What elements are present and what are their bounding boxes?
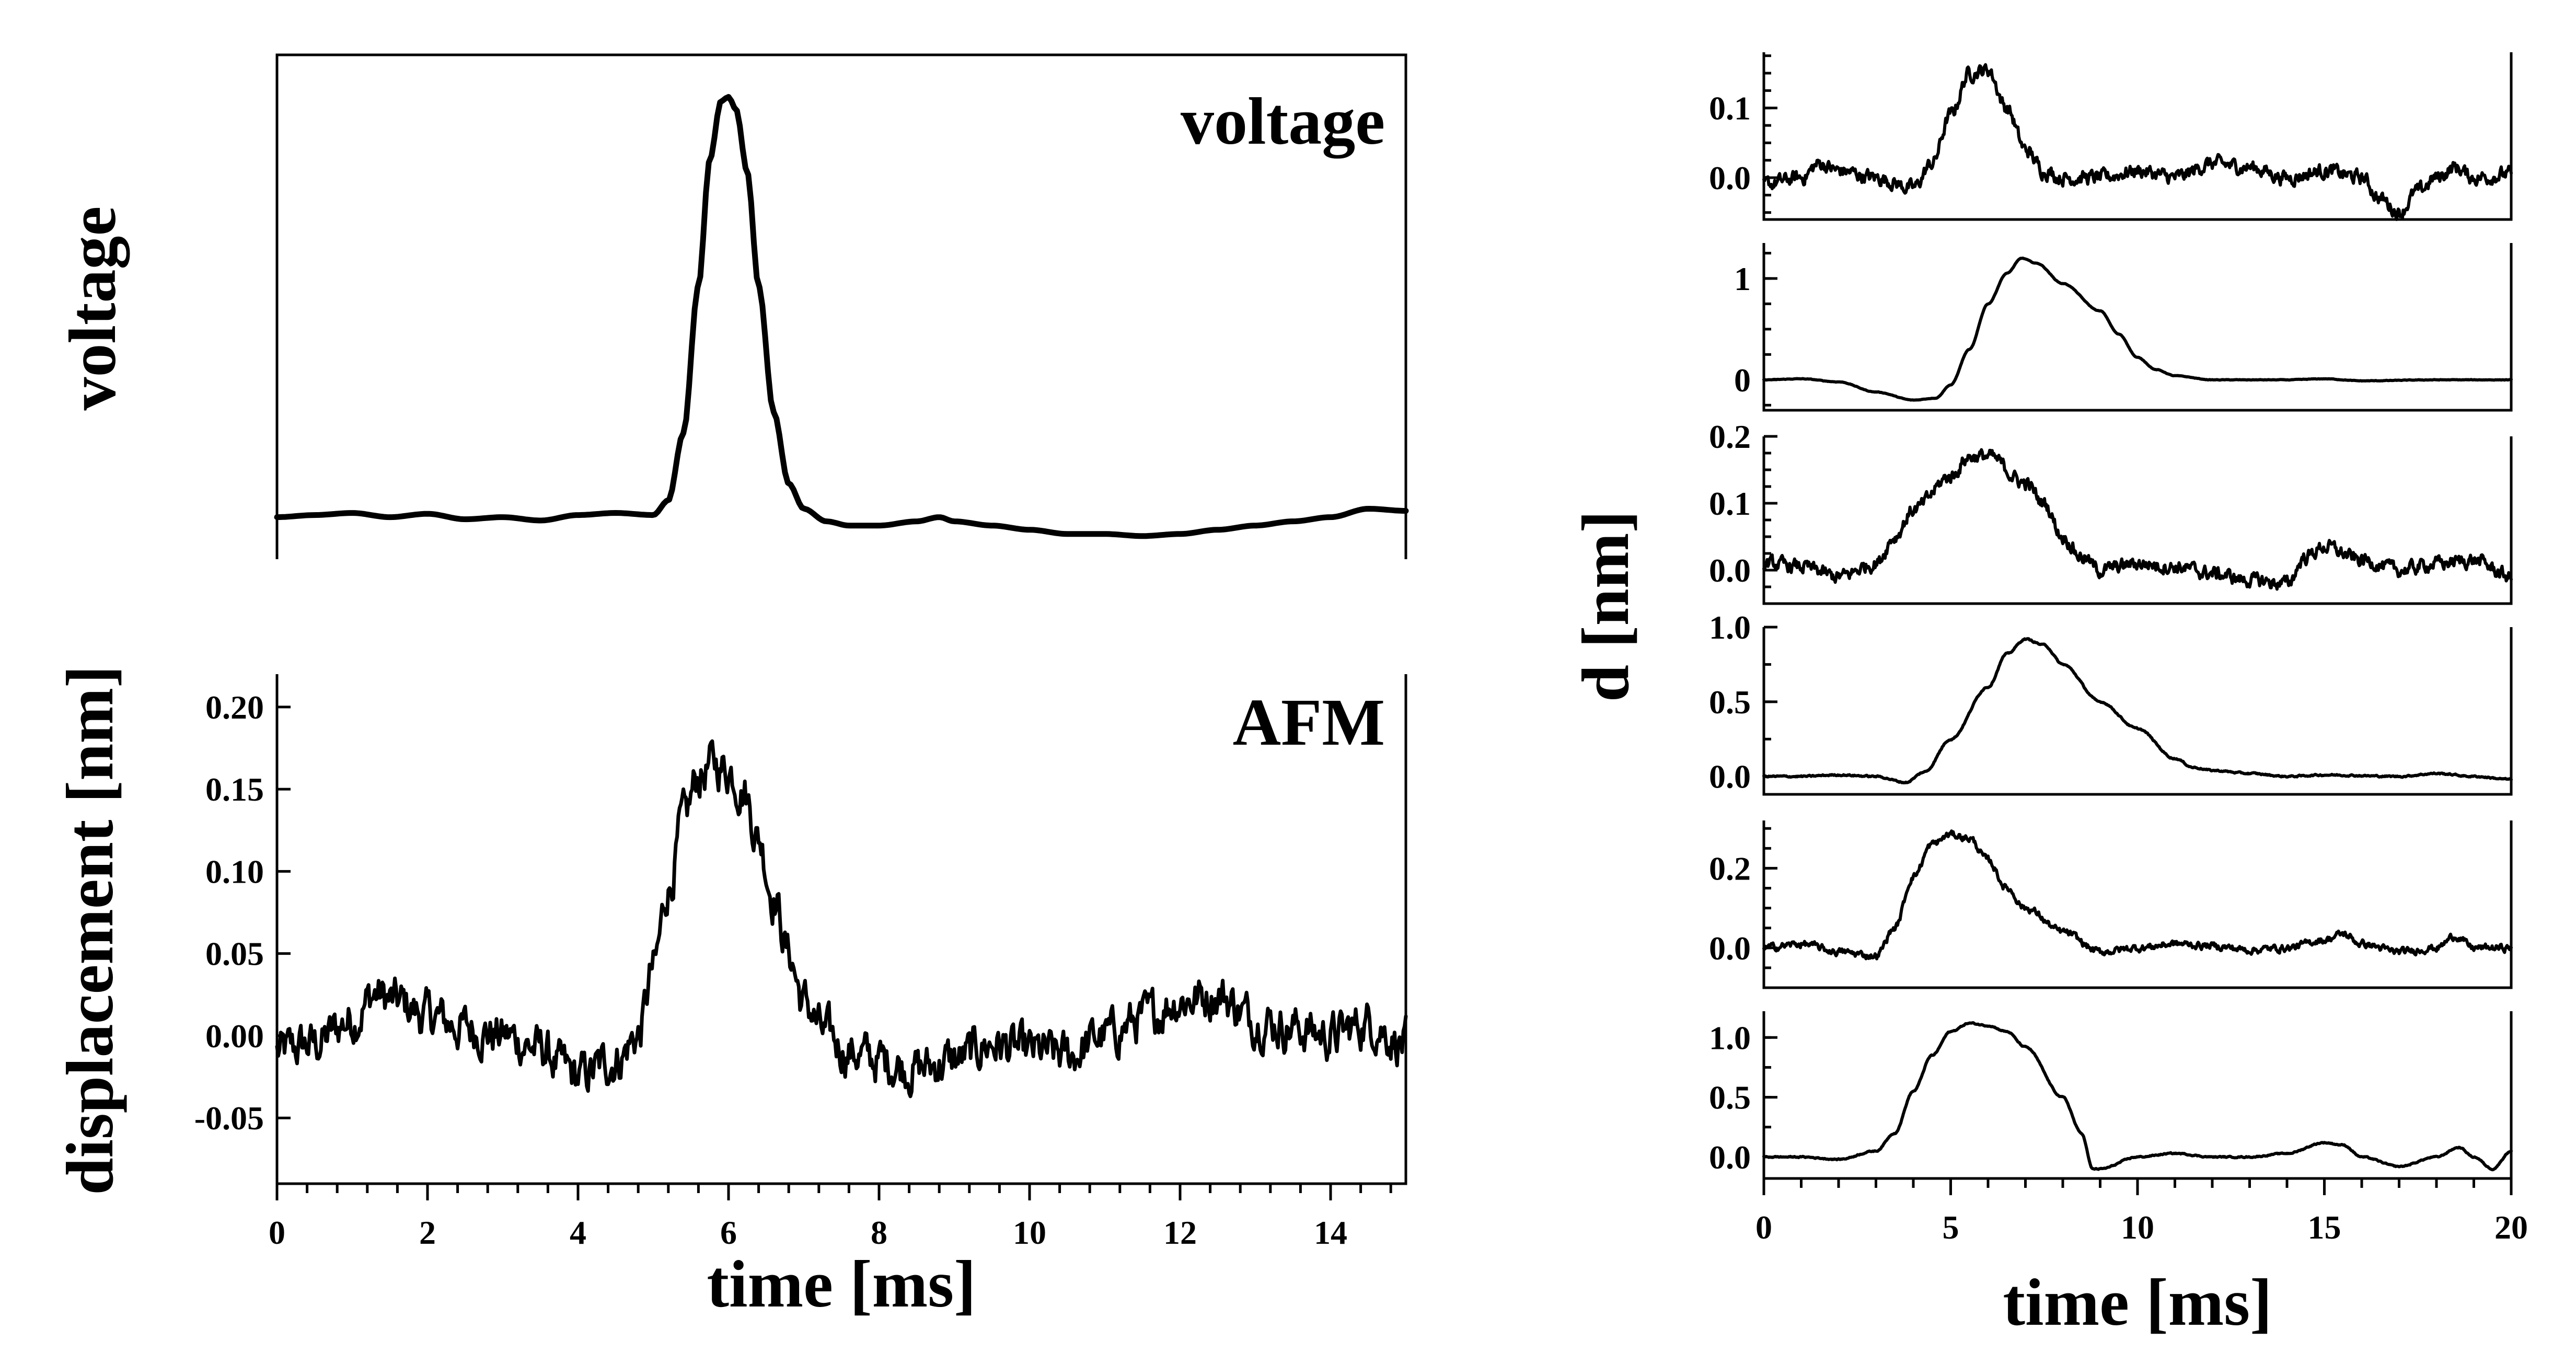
right-panel-4-y-tick-label: 1.0 [1709,609,1751,646]
afm-y-axis-title: displacement [nm] [53,665,127,1195]
right-chart-3-series-layer [1762,448,2513,591]
voltage-axes-frame [275,53,1407,559]
right-chart-1-series-layer [1762,63,2513,221]
right-panel-5-y-tick-label: 0.2 [1709,850,1751,887]
afm-panel-x-tick-label: 14 [1314,1214,1347,1251]
right-chart-1-frame [1762,52,2513,221]
right-panel-6-x-tick-label: 0 [1755,1209,1772,1246]
right-panel-4-series-d4 [1762,637,2513,784]
right-panel-4-y-tick-label: 0.0 [1709,758,1751,795]
right-chart-2-y-ticks: 01 [1734,251,1777,407]
afm-panel-y-tick-label: 0.05 [205,935,264,973]
right-chart-5-y-ticks: 0.0 0.2 [1709,827,1777,989]
right-x-axis-title: time [ms] [2003,1265,2272,1339]
right-chart-6-frame [1762,1011,2513,1180]
afm-panel-x-tick-label: 2 [419,1214,436,1251]
right-panel-5-y-tick-label: 0.0 [1709,930,1751,967]
right-panel-3-series-d3 [1762,448,2513,591]
afm-panel-x-tick-label: 6 [720,1214,737,1251]
voltage-y-axis-title: voltage [55,206,130,411]
afm-panel-y-tick-label: 0.15 [205,771,264,808]
voltage-series-layer [274,94,1409,539]
afm-panel-y-tick-label: 0.00 [205,1017,264,1055]
right-panel-1-series-d1 [1762,63,2513,221]
afm-panel-y-tick-label: 0.10 [205,853,264,890]
afm-panel-x-tick-label: 0 [269,1214,285,1251]
afm-panel-x-tick-label: 4 [570,1214,586,1251]
right-chart-3: 0.0 0.1 0.2 [1709,418,2513,605]
afm-panel-y-tick-label: -0.05 [194,1100,264,1137]
right-panel-5-series-d5 [1762,829,2513,961]
right-chart-2-frame [1762,243,2513,412]
right-chart-6-x-ticks: 0 5 10 15 20 [1755,1178,2528,1246]
right-chart-1-y-ticks: 0.0 0.1 [1709,54,1777,214]
right-panel-2-series-d2 [1762,257,2513,402]
right-panel-6-series-d6 [1762,1021,2513,1172]
right-panel-6-x-tick-label: 10 [2121,1209,2154,1246]
right-panel-3-y-tick-label: 0.2 [1709,418,1751,455]
voltage-panel-label: voltage [1181,84,1385,158]
afm-panel-x-tick-label: 12 [1163,1214,1197,1251]
right-chart-4-y-ticks: 0.0 0.5 1.0 [1709,609,1777,795]
right-chart-5-frame [1762,820,2513,989]
right-panel-6-y-tick-label: 1.0 [1709,1019,1751,1056]
right-chart-5: 0.0 0.2 [1709,820,2513,989]
afm-chart: 0 2 4 6 8 10 12 14 -0.05 0.00 0.05 0.10 0.15 0.20 AF… [53,665,1408,1321]
afm-x-axis-title: time [ms] [707,1247,976,1321]
afm-panel-x-tick-label: 10 [1013,1214,1046,1251]
afm-x-minor-ticks [275,1184,1392,1193]
right-panel-6-x-tick-label: 15 [2308,1209,2341,1246]
right-panel-4-y-tick-label: 0.5 [1709,684,1751,721]
voltage-chart: voltage voltage [55,53,1409,559]
right-chart-6-series-layer [1762,1021,2513,1172]
right-panel-3-y-tick-label: 0.1 [1709,485,1751,522]
right-panel-2-y-tick-label: 1 [1734,260,1751,297]
right-chart-3-y-ticks: 0.0 0.1 0.2 [1709,418,1777,605]
afm-axes-frame [275,674,1407,1185]
right-panel-6-x-tick-label: 20 [2494,1209,2528,1246]
right-panel-6-y-tick-label: 0.5 [1709,1079,1751,1116]
voltage-panel-series-voltage [274,94,1409,539]
right-panel-3-y-tick-label: 0.0 [1709,552,1751,589]
right-chart-4-frame [1762,627,2513,796]
afm-x-ticks: 0 2 4 6 8 10 12 14 [269,1184,1347,1251]
right-panel-6-y-tick-label: 0.0 [1709,1139,1751,1176]
right-panel-6-x-tick-label: 5 [1943,1209,1959,1246]
right-chart-1: 0.0 0.1 [1709,52,2513,221]
afm-panel-series-displacement [275,739,1408,1098]
right-chart-6: 0 5 10 15 20 0.0 0.5 1.0 time [ms] [1709,1011,2528,1339]
afm-panel-label: AFM [1233,685,1385,759]
right-panel-1-y-tick-label: 0.1 [1709,90,1751,127]
right-chart-4-series-layer [1762,637,2513,784]
afm-panel-x-tick-label: 8 [871,1214,887,1251]
right-chart-6-y-ticks: 0.0 0.5 1.0 [1709,1019,1777,1176]
right-chart-2-series-layer [1762,257,2513,402]
right-y-axis-title: d [nm] [1568,511,1643,702]
right-chart-5-series-layer [1762,829,2513,961]
right-panel-1-y-tick-label: 0.0 [1709,159,1751,196]
right-chart-3-frame [1762,436,2513,605]
afm-panel-y-tick-label: 0.20 [205,689,264,726]
right-panel-2-y-tick-label: 0 [1734,362,1751,399]
right-chart-4: 0.0 0.5 1.0 [1709,609,2513,796]
afm-series-layer [275,739,1408,1098]
afm-y-ticks: -0.05 0.00 0.05 0.10 0.15 0.20 [194,689,291,1137]
right-chart-2: 01 [1734,243,2513,412]
